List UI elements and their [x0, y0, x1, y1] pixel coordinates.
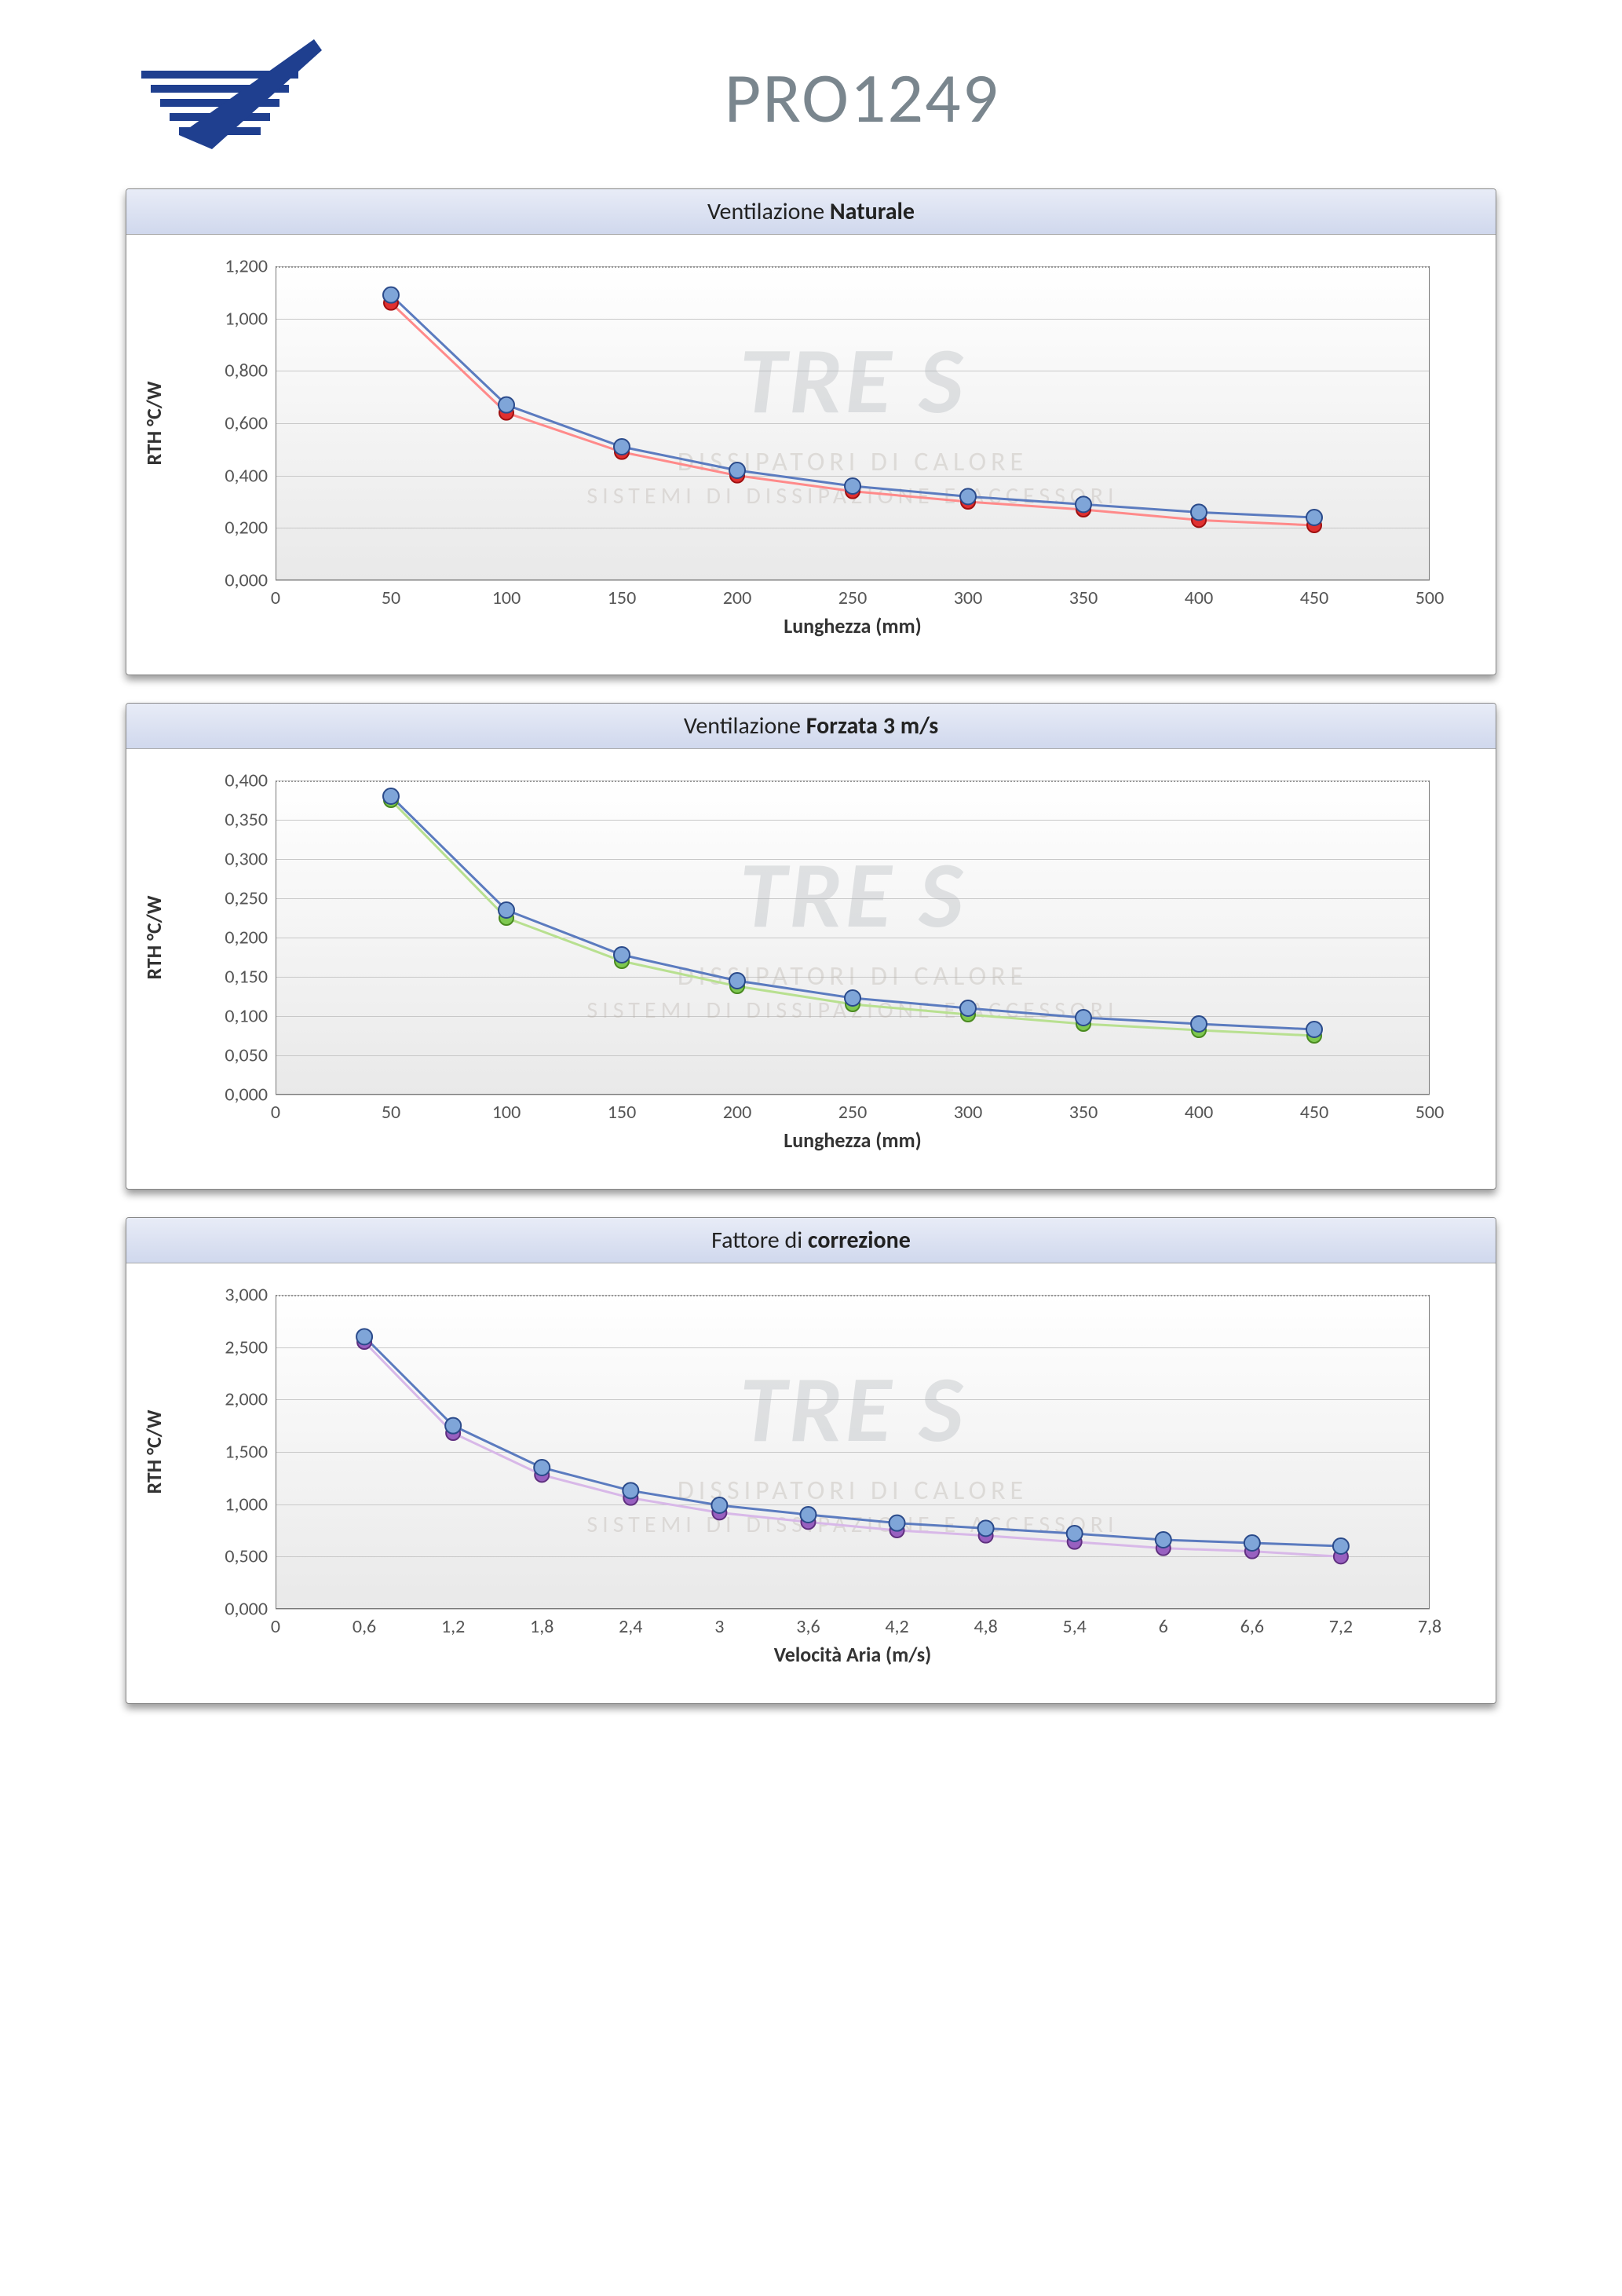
- ytick-label: 0,150: [225, 966, 268, 989]
- series-blue-marker: [890, 1515, 905, 1531]
- series-blue-marker: [729, 973, 745, 989]
- chart-title-bold: correzione: [808, 1226, 911, 1255]
- series-blue-marker: [534, 1460, 550, 1475]
- series-blue-marker: [729, 462, 745, 478]
- chart-title-bold: Forzata 3 m/s: [806, 711, 938, 740]
- ytick-label: 1,000: [225, 307, 268, 330]
- ytick-label: 1,200: [225, 255, 268, 278]
- series-blue-marker: [445, 1418, 461, 1434]
- ytick-label: 0,350: [225, 809, 268, 832]
- ytick-label: 0,050: [225, 1044, 268, 1067]
- ytick-label: 0,400: [225, 770, 268, 792]
- series-blue-marker: [383, 287, 399, 303]
- ytick-label: 1,000: [225, 1493, 268, 1515]
- ylabel: RTH °C/W: [141, 1410, 166, 1494]
- ytick-label: 0,800: [225, 360, 268, 382]
- plot-svg: [276, 1295, 1430, 1609]
- ylabel: RTH °C/W: [141, 382, 166, 466]
- series-blue-marker: [711, 1497, 727, 1513]
- plot-svg: [276, 266, 1430, 580]
- series-blue-marker: [800, 1507, 816, 1523]
- ytick-label: 2,000: [225, 1388, 268, 1411]
- ytick-label: 1,500: [225, 1441, 268, 1464]
- chart-body: 0,000 0,050 0,100 0,150 0,200 0,250 0,300 0,350…: [126, 749, 1496, 1189]
- page-header: PRO1249: [126, 39, 1496, 157]
- series-blue-marker: [1156, 1532, 1171, 1548]
- series-blue-marker: [960, 1000, 976, 1016]
- ytick-label: 0,200: [225, 517, 268, 539]
- series-blue-marker: [960, 488, 976, 504]
- ytick-label: 0,600: [225, 412, 268, 435]
- series-blue-marker: [1067, 1526, 1083, 1541]
- xlabel: Velocità Aria (m/s): [276, 1642, 1430, 1667]
- chart-forced: Ventilazione Forzata 3 m/s 0,000 0,050 0,10…: [126, 703, 1496, 1190]
- ytick-label: 0,000: [225, 1598, 268, 1621]
- plot-area: 0,0000,5001,0001,5002,0002,5003,000TRE S…: [276, 1295, 1430, 1609]
- ytick-label: 0,300: [225, 848, 268, 871]
- series-blue-marker: [1076, 496, 1091, 512]
- series-purple-line: [364, 1342, 1341, 1556]
- ytick-label: 0,500: [225, 1545, 268, 1568]
- ytick-label: 0,100: [225, 1005, 268, 1028]
- chart-body: 0,0000,5001,0001,5002,0002,5003,000TRE S…: [126, 1263, 1496, 1703]
- chart-title-prefix: Ventilazione: [707, 197, 830, 226]
- series-blue-marker: [383, 788, 399, 804]
- ytick-label: 0,250: [225, 887, 268, 910]
- plot-area: 0,0000,2000,4000,6000,8001,0001,200TRE S…: [276, 266, 1430, 580]
- ytick-label: 0,000: [225, 1084, 268, 1106]
- xlabel: Lunghezza (mm): [276, 613, 1430, 638]
- series-blue-line: [364, 1336, 1341, 1546]
- plot-area: 0,0000,0500,1000,1500,2000,2500,3000,350…: [276, 781, 1430, 1095]
- chart-title: Ventilazione Forzata 3 m/s: [126, 704, 1496, 749]
- series-blue-marker: [623, 1483, 638, 1498]
- series-blue-marker: [978, 1520, 994, 1536]
- chart-title-prefix: Fattore di: [711, 1226, 808, 1255]
- series-blue-marker: [614, 439, 630, 455]
- ytick-label: 3,000: [225, 1284, 268, 1307]
- series-blue-marker: [1306, 510, 1322, 525]
- chart-title-prefix: Ventilazione: [684, 711, 806, 740]
- series-blue-marker: [1306, 1022, 1322, 1037]
- chart-correction: Fattore di correzione0,0000,5001,0001,50…: [126, 1217, 1496, 1704]
- ylabel: RTH °C/W: [141, 896, 166, 980]
- chart-body: 0,0000,2000,4000,6000,8001,0001,200TRE S…: [126, 235, 1496, 675]
- chart-title: Ventilazione Naturale: [126, 189, 1496, 235]
- ytick-label: 0,400: [225, 464, 268, 487]
- chart-natural: Ventilazione Naturale0,0000,2000,4000,60…: [126, 188, 1496, 675]
- xlabel: Lunghezza (mm): [276, 1128, 1430, 1153]
- ytick-label: 0,000: [225, 569, 268, 592]
- ytick-label: 2,500: [225, 1336, 268, 1358]
- series-blue-marker: [845, 990, 860, 1006]
- series-blue-marker: [356, 1329, 372, 1344]
- chart-title: Fattore di correzione: [126, 1218, 1496, 1263]
- series-blue-marker: [1191, 504, 1207, 520]
- series-blue-marker: [499, 902, 514, 918]
- series-blue-marker: [1191, 1016, 1207, 1032]
- series-blue-marker: [499, 397, 514, 413]
- series-blue-marker: [845, 478, 860, 494]
- ytick-label: 0,200: [225, 927, 268, 949]
- series-blue-marker: [614, 947, 630, 963]
- series-blue-marker: [1333, 1538, 1349, 1554]
- plot-svg: [276, 781, 1430, 1095]
- chart-title-bold: Naturale: [830, 197, 915, 226]
- series-blue-marker: [1076, 1010, 1091, 1026]
- page-title: PRO1249: [228, 55, 1496, 141]
- series-blue-marker: [1244, 1535, 1260, 1551]
